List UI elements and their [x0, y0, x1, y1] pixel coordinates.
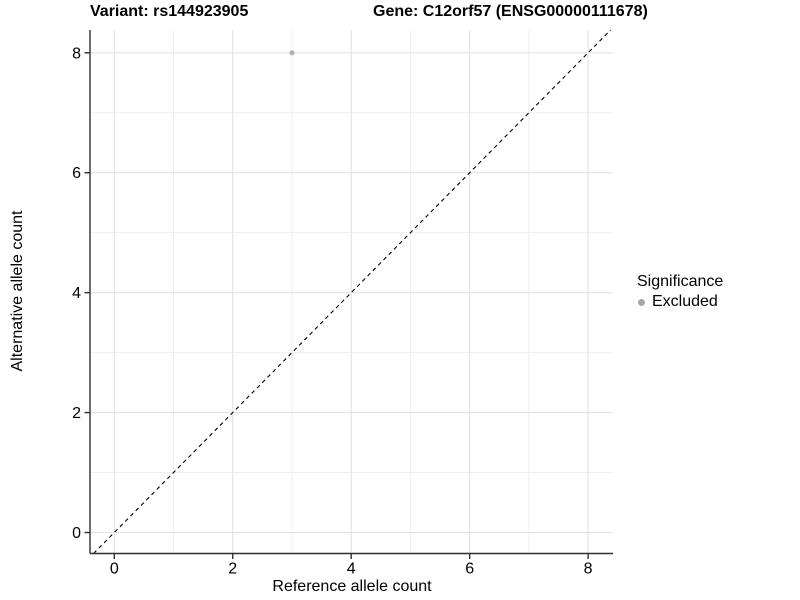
- x-tick-label: 8: [584, 561, 593, 578]
- y-tick-label: 6: [72, 165, 81, 182]
- legend: Significance Excluded: [637, 272, 723, 312]
- y-tick-label: 2: [72, 405, 81, 422]
- y-axis-title: Alternative allele count: [9, 210, 26, 372]
- legend-entry-excluded: Excluded: [637, 292, 723, 312]
- x-tick-label: 6: [465, 561, 474, 578]
- x-tick-label: 4: [347, 561, 356, 578]
- y-tick-label: 8: [72, 45, 81, 62]
- x-axis-title: Reference allele count: [272, 578, 432, 595]
- plot-title-variant: Variant: rs144923905: [90, 3, 249, 20]
- legend-entry-label: Excluded: [652, 293, 718, 310]
- x-tick-label: 0: [110, 561, 119, 578]
- x-tick-label: 2: [228, 561, 237, 578]
- legend-title: Significance: [637, 273, 724, 290]
- identity-line: [93, 29, 612, 554]
- y-tick-label: 4: [72, 285, 81, 302]
- plot-title-gene: Gene: C12orf57 (ENSG00000111678): [373, 3, 648, 20]
- legend-point-icon: [638, 298, 645, 306]
- y-tick-label: 0: [72, 525, 81, 542]
- data-point: [289, 50, 295, 56]
